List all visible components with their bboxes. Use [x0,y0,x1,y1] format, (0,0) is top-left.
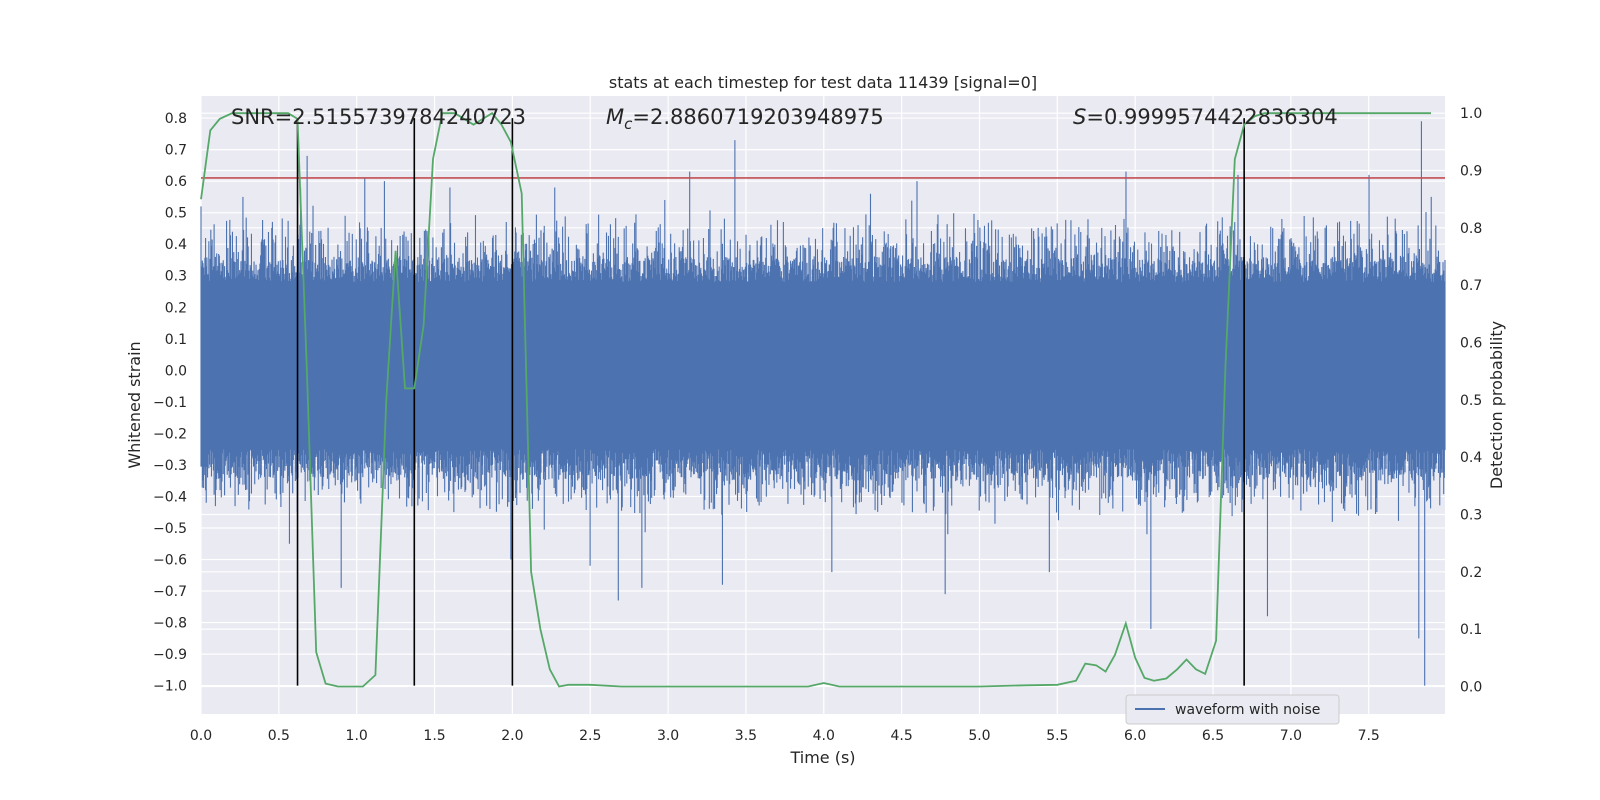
y-tick-label: −1.0 [153,679,187,695]
legend-box [1125,694,1340,725]
y-tick-label: −0.2 [153,426,187,442]
x-tick-label: 2.5 [579,728,601,744]
score-symbol: S [1073,105,1086,129]
y-tick-label: −0.7 [153,584,187,600]
x-axis-label: Time (s) [789,748,855,767]
y2-tick-label: 0.5 [1460,393,1482,409]
y2-tick-label: 0.2 [1460,565,1482,581]
x-tick-label: 6.0 [1124,728,1146,744]
y-tick-label: −0.3 [153,458,187,474]
y2-tick-label: 0.6 [1460,336,1482,352]
waveform-series [200,121,1446,686]
y2-tick-label: 0.9 [1460,164,1482,180]
y2-tick-label: 0.0 [1460,679,1482,695]
x-tick-label: 0.0 [190,728,212,744]
y2-tick-label: 1.0 [1460,106,1482,122]
x-tick-label: 4.0 [813,728,835,744]
y-tick-label: −0.8 [153,616,187,632]
x-tick-label: 5.5 [1046,728,1068,744]
y2-tick-label: 0.7 [1460,278,1482,294]
y-tick-labels: 0.8 0.7 0.6 0.5 0.4 0.3 0.2 0.1 0.0 −0.1 −0.2 −0.3 −… [153,111,187,695]
y-tick-label: 0.7 [165,143,187,159]
score-value: =0.9999574422836304 [1086,105,1337,129]
x-tick-labels: 0.0 0.5 1.0 1.5 2.0 2.5 3.0 3.5 4.0 4.5 5.0 5.5 6.0 6… [190,728,1380,744]
x-tick-label: 6.5 [1202,728,1224,744]
chirp-mass-symbol: M [606,105,624,129]
legend: waveform with noise [1125,694,1340,725]
snr-annotation: SNR=2.5155739784240723 [231,105,526,129]
y-tick-label: −0.4 [153,489,187,505]
score-annotation: S=0.9999574422836304 [1073,105,1338,129]
y-tick-label: 0.5 [165,206,187,222]
x-tick-label: 5.0 [968,728,990,744]
chirp-mass-subscript: c [624,115,633,133]
x-tick-label: 7.5 [1358,728,1380,744]
y2-tick-label: 0.8 [1460,221,1482,237]
y2-tick-labels: 1.0 0.9 0.8 0.7 0.6 0.5 0.4 0.3 0.2 0.1 0.0 [1460,106,1482,695]
y2-tick-label: 0.1 [1460,622,1482,638]
detection-probability-line [200,112,1431,688]
y-tick-label: −0.6 [153,553,187,569]
x-tick-label: 7.0 [1280,728,1302,744]
x-tick-label: 3.5 [735,728,757,744]
y-tick-label: 0.2 [165,300,187,316]
y-tick-label: −0.5 [153,521,187,537]
chirp-mass-value: =2.8860719203948975 [632,105,883,129]
y-tick-label: 0.8 [165,111,187,127]
y-tick-label: −0.9 [153,647,187,663]
y-tick-label: 0.6 [165,174,187,190]
x-tick-label: 1.0 [346,728,368,744]
overlay-lines [200,112,1445,688]
y-tick-label: 0.4 [165,237,187,253]
y-tick-label: 0.0 [165,363,187,379]
x-tick-label: 1.5 [423,728,445,744]
y2-tick-label: 0.3 [1460,507,1482,523]
y2-tick-label: 0.4 [1460,450,1482,466]
x-tick-label: 2.0 [501,728,523,744]
y2-axis-label: Detection probability [1487,321,1506,489]
x-tick-label: 0.5 [268,728,290,744]
legend-label-waveform: waveform with noise [1175,702,1320,718]
chart-title: stats at each timestep for test data 114… [609,73,1037,92]
x-tick-label: 4.5 [890,728,912,744]
waveform-dense-band [201,310,1445,424]
y-tick-label: 0.3 [165,269,187,285]
y-axis-label: Whitened strain [125,341,144,468]
x-tick-label: 3.0 [657,728,679,744]
y-tick-label: −0.1 [153,395,187,411]
y-tick-label: 0.1 [165,332,187,348]
chirp-mass-annotation: Mc=2.8860719203948975 [606,105,884,133]
